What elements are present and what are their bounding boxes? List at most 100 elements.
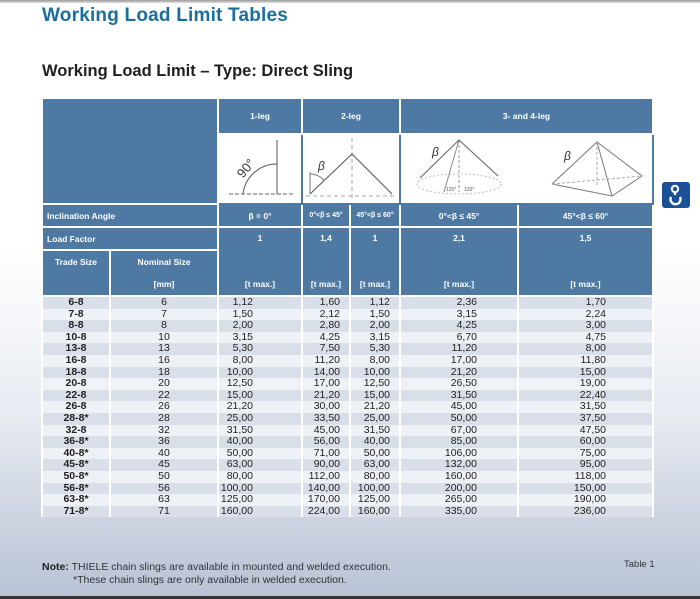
wll-cell: 8,00 — [349, 354, 401, 367]
wll-cell: 160,00 — [217, 505, 303, 518]
trade-size-cell: 18-8 — [41, 366, 111, 379]
wll-cell: 1,12 — [217, 296, 303, 309]
wll-cell: 21,20 — [399, 366, 519, 379]
wll-cell: 10,00 — [217, 366, 303, 379]
table-row: 36-8* 36 40,00 56,00 40,00 85,00 60,00 — [41, 436, 655, 448]
table-row: 28-8* 28 25,00 33,50 25,00 50,00 37,50 — [41, 412, 655, 425]
unit-label: [t max.] — [244, 279, 276, 289]
wll-cell: 31,50 — [399, 389, 519, 402]
diagram-3-4-leg: β 120° 120° β — [398, 133, 655, 205]
wll-cell: 2,12 — [301, 308, 351, 321]
wll-cell: 132,00 — [399, 459, 519, 471]
wll-cell: 85,00 — [399, 436, 519, 448]
wll-cell: 3,15 — [217, 331, 303, 344]
note-label: Note: — [42, 561, 69, 573]
table-row: 71-8* 71 160,00 224,00 160,00 335,00 236,00 — [41, 505, 655, 518]
angle-label: 120° — [464, 187, 474, 193]
wll-cell: 37,50 — [516, 412, 655, 425]
beta-label: β — [317, 159, 325, 173]
wll-cell: 160,00 — [399, 470, 519, 483]
wll-cell: 1,70 — [516, 296, 655, 309]
wll-cell: 4,75 — [516, 331, 655, 344]
load-factor-value: 1,4 — [320, 233, 332, 243]
wll-cell: 50,00 — [217, 447, 303, 460]
nominal-size-cell: 50 — [109, 470, 219, 483]
header-blank — [41, 97, 219, 205]
wll-cell: 63,00 — [217, 459, 303, 471]
table-row: 45-8* 45 63,00 90,00 63,00 132,00 95,00 — [41, 459, 655, 471]
wll-cell: 10,00 — [349, 366, 401, 379]
wll-cell: 11,20 — [399, 343, 519, 355]
note-line-2: *These chain slings are only available i… — [73, 574, 347, 586]
trade-size-cell: 16-8 — [41, 354, 111, 367]
wll-cell: 4,25 — [399, 320, 519, 332]
trade-size-cell: 63-8* — [41, 493, 111, 506]
hook-icon — [669, 184, 682, 206]
working-load-limit-table: 1-leg 2-leg 3- and 4-leg 90° β β 120° 12… — [41, 97, 655, 518]
wll-cell: 25,00 — [217, 412, 303, 425]
load-factor-value: 1 — [257, 233, 263, 243]
unit-label: [t max.] — [359, 279, 391, 289]
table-row: 8-8 8 2,00 2,80 2,00 4,25 3,00 — [41, 320, 655, 332]
wll-cell: 2,24 — [516, 308, 655, 321]
wll-cell: 90,00 — [301, 459, 351, 471]
load-factor-column: 1,4 [t max.] — [301, 226, 351, 297]
wll-cell: 4,25 — [301, 331, 351, 344]
trade-size-cell: 26-8 — [41, 401, 111, 413]
wll-cell: 50,00 — [399, 412, 519, 425]
nominal-size-cell: 18 — [109, 366, 219, 379]
trade-size-cell: 56-8* — [41, 482, 111, 495]
table-title: Working Load Limit – Type: Direct Sling — [42, 62, 354, 80]
wll-cell: 14,00 — [301, 366, 351, 379]
load-factor-column: 1,5 [t max.] — [516, 226, 655, 297]
nominal-size-cell: 63 — [109, 493, 219, 506]
wll-cell: 335,00 — [399, 505, 519, 518]
trade-size-header: Trade Size — [41, 249, 111, 297]
wll-cell: 112,00 — [301, 470, 351, 483]
nominal-size-cell: 10 — [109, 331, 219, 344]
nominal-size-cell: 40 — [109, 447, 219, 460]
beta-label: β — [563, 149, 571, 163]
wll-cell: 2,00 — [349, 320, 401, 332]
wll-cell: 1,50 — [349, 308, 401, 321]
load-factor-value: 2,1 — [453, 233, 465, 243]
wll-cell: 100,00 — [217, 482, 303, 495]
thiele-logo — [662, 182, 690, 208]
nominal-size-cell: 32 — [109, 424, 219, 437]
nominal-unit: [mm] — [153, 279, 175, 289]
unit-label: [t max.] — [443, 279, 475, 289]
trade-size-cell: 28-8* — [41, 412, 111, 425]
nominal-size-cell: 28 — [109, 412, 219, 425]
nominal-size-cell: 7 — [109, 308, 219, 321]
wll-cell: 80,00 — [349, 470, 401, 483]
wll-cell: 21,20 — [301, 389, 351, 402]
wll-cell: 170,00 — [301, 493, 351, 506]
nominal-size-cell: 71 — [109, 505, 219, 518]
wll-cell: 17,00 — [399, 354, 519, 367]
wll-cell: 47,50 — [516, 424, 655, 437]
wll-cell: 26,50 — [399, 378, 519, 390]
trade-size-cell: 36-8* — [41, 436, 111, 448]
trade-size-cell: 32-8 — [41, 424, 111, 437]
table-row: 16-8 16 8,00 11,20 8,00 17,00 11,80 — [41, 354, 655, 367]
wll-cell: 5,30 — [217, 343, 303, 355]
wll-cell: 8,00 — [516, 343, 655, 355]
inclination-value: 0°<β ≤ 45° — [301, 203, 351, 228]
wll-cell: 100,00 — [349, 482, 401, 495]
wll-cell: 12,50 — [217, 378, 303, 390]
wll-cell: 7,50 — [301, 343, 351, 355]
inclination-value: β = 0° — [217, 203, 303, 228]
wll-cell: 106,00 — [399, 447, 519, 460]
wll-cell: 160,00 — [349, 505, 401, 518]
unit-label: [t max.] — [570, 279, 601, 289]
nominal-size-cell: 36 — [109, 436, 219, 448]
wll-cell: 11,80 — [516, 354, 655, 367]
table-row: 10-8 10 3,15 4,25 3,15 6,70 4,75 — [41, 331, 655, 344]
wll-cell: 17,00 — [301, 378, 351, 390]
beta-label: β — [431, 145, 439, 159]
wll-cell: 5,30 — [349, 343, 401, 355]
wll-cell: 21,20 — [217, 401, 303, 413]
wll-cell: 125,00 — [349, 493, 401, 506]
wll-cell: 6,70 — [399, 331, 519, 344]
nominal-size-cell: 45 — [109, 459, 219, 471]
